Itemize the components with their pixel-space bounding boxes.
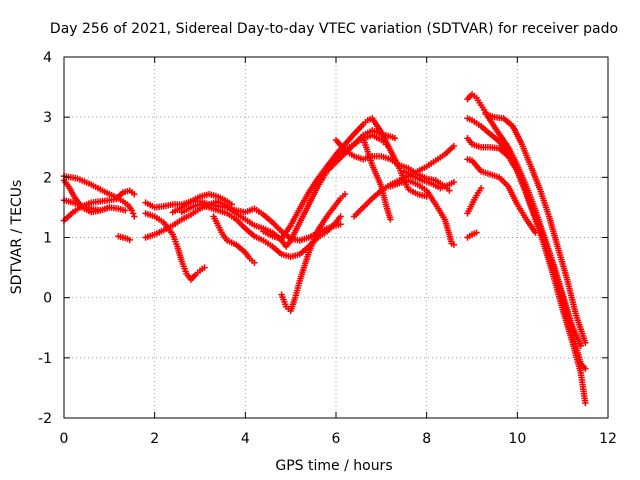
series-sat-z: [482, 110, 589, 346]
series-sat-e: [115, 233, 133, 244]
series-sat-x: [464, 135, 589, 407]
series-sat-t: [464, 229, 480, 241]
series-sat-s: [400, 168, 458, 192]
data-point: [228, 201, 235, 208]
data-point: [106, 204, 113, 211]
data-point: [450, 241, 458, 248]
data-point: [126, 236, 133, 244]
x-tick-label: 4: [241, 431, 250, 447]
series-sat-h: [142, 210, 208, 283]
data-point: [341, 190, 349, 198]
data-point: [582, 339, 589, 346]
series-sat-d: [60, 177, 113, 216]
data-point: [131, 213, 138, 220]
data-point: [477, 184, 485, 192]
data-point: [131, 190, 138, 198]
x-tick-label: 2: [150, 431, 159, 447]
data-point: [201, 264, 208, 271]
data-point: [251, 259, 258, 266]
x-tick-label: 6: [332, 431, 341, 447]
y-tick-label: 1: [43, 231, 52, 247]
x-tick-label: 0: [60, 431, 69, 447]
series-sat-b: [60, 187, 138, 224]
data-point: [391, 135, 399, 142]
x-axis-label: GPS time / hours: [275, 458, 392, 474]
data-point: [382, 141, 390, 148]
data-point: [450, 142, 458, 150]
grid-lines: [64, 57, 608, 418]
data-series: [60, 91, 589, 407]
y-tick-label: 0: [43, 291, 52, 307]
y-tick-label: 2: [43, 170, 52, 186]
series-sat-k: [210, 213, 258, 266]
series-sat-u: [464, 184, 485, 217]
y-tick-label: 3: [43, 110, 52, 126]
data-point: [387, 216, 394, 223]
series-sat-r: [387, 177, 458, 248]
data-point: [473, 229, 480, 236]
data-point: [450, 178, 458, 186]
y-axis-label: SDTVAR / TECUs: [9, 180, 25, 295]
data-point: [129, 210, 137, 217]
data-point: [128, 207, 136, 214]
data-point: [337, 221, 344, 228]
series-sat-y: [464, 156, 539, 236]
series-sat-n: [323, 132, 390, 170]
series-sat-m: [278, 190, 349, 315]
x-tick-label: 12: [599, 431, 617, 447]
y-tick-label: 4: [43, 50, 52, 66]
data-point: [582, 365, 589, 372]
y-tick-label: -2: [38, 411, 52, 427]
x-tick-label: 8: [422, 431, 431, 447]
data-point: [532, 229, 539, 236]
data-point: [582, 399, 589, 407]
series-sat-g: [142, 127, 399, 250]
data-point: [337, 213, 344, 220]
series-sat-q: [360, 135, 394, 223]
x-tick-label: 10: [508, 431, 526, 447]
chart-title: Day 256 of 2021, Sidereal Day-to-day VTE…: [50, 21, 618, 37]
data-point: [122, 207, 129, 214]
y-tick-label: -1: [38, 351, 52, 367]
data-point: [446, 187, 453, 194]
